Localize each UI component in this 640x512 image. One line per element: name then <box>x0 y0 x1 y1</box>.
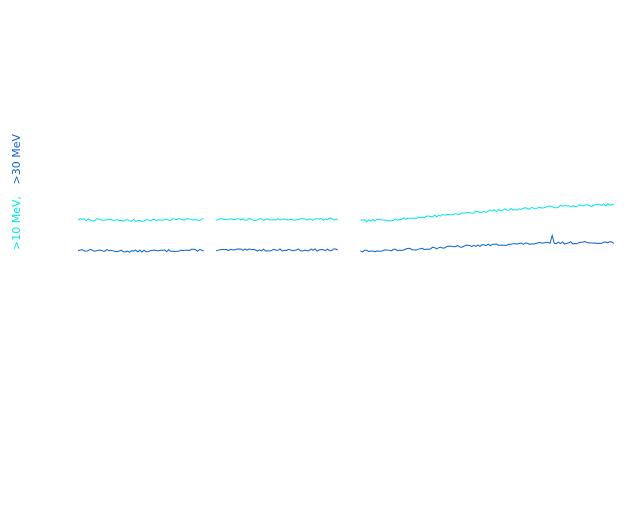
series-2-line-segment-1 <box>77 248 205 253</box>
y-axis-label-part-2: >30 MeV <box>10 134 23 185</box>
y-axis-label-part-1: >10 MeV, <box>10 196 23 250</box>
svg-text:>10 MeV, >30 MeV: >10 MeV, >30 MeV <box>10 134 23 250</box>
series-2-line-segment-2 <box>215 248 339 252</box>
series-layer <box>77 203 615 253</box>
y-axis-label: >10 MeV, >30 MeV <box>10 134 23 250</box>
series-1-line-segment-1 <box>77 217 204 222</box>
series-2-line-segment-3 <box>360 233 615 253</box>
series-1-line-segment-2 <box>215 217 339 222</box>
series-1-line-segment-3 <box>360 203 615 223</box>
